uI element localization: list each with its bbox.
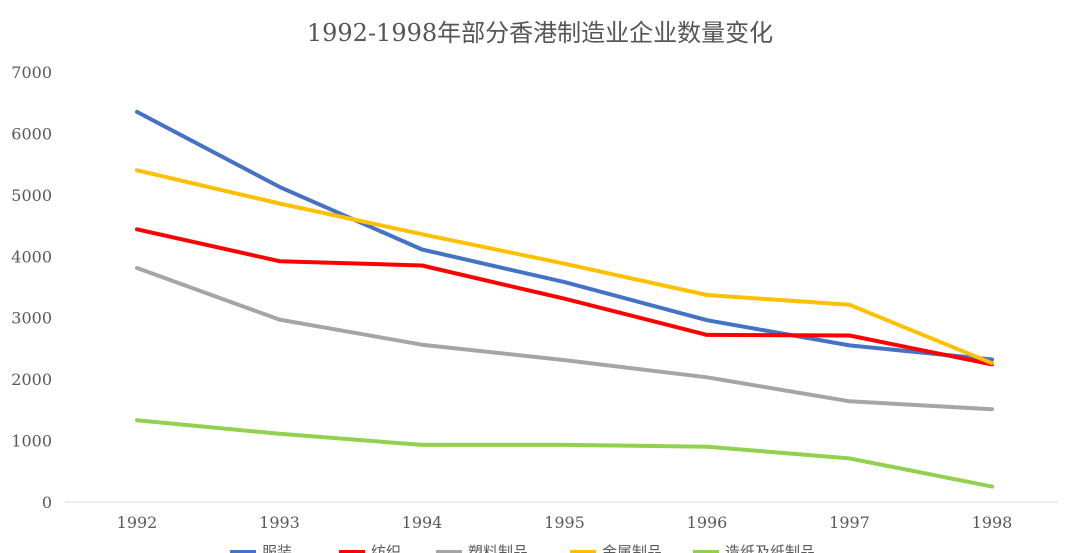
legend-label: 纺织 — [371, 543, 401, 553]
legend: 服装 纺织 塑料制品 金属制品 造纸及纸制品 — [230, 543, 815, 553]
y-tick-label: 3000 — [11, 309, 52, 328]
y-tick-label: 1000 — [11, 432, 52, 451]
y-tick-label: 6000 — [11, 124, 52, 143]
legend-label: 造纸及纸制品 — [725, 543, 815, 553]
legend-label: 服装 — [262, 543, 292, 553]
y-tick-label: 7000 — [11, 63, 52, 82]
series-line — [135, 168, 994, 366]
y-tick-label: 4000 — [11, 247, 52, 266]
series-line — [135, 418, 994, 489]
y-tick-label: 2000 — [11, 370, 52, 389]
legend-label: 金属制品 — [602, 543, 662, 553]
x-tick-label: 1998 — [972, 513, 1013, 532]
x-axis-tick-labels: 1992 1993 1994 1995 1996 1997 1998 — [117, 513, 1013, 532]
y-axis-tick-labels: 0 1000 2000 3000 4000 5000 6000 7000 — [11, 63, 52, 512]
series-line — [135, 266, 994, 412]
y-tick-label: 5000 — [11, 186, 52, 205]
chart-title: 1992-1998年部分香港制造业企业数量变化 — [307, 19, 773, 47]
x-tick-label: 1994 — [402, 513, 443, 532]
x-tick-label: 1995 — [544, 513, 585, 532]
x-tick-label: 1993 — [259, 513, 300, 532]
x-tick-label: 1996 — [687, 513, 728, 532]
series-line — [135, 109, 994, 362]
y-tick-label: 0 — [42, 493, 52, 512]
series-lines — [135, 109, 994, 489]
legend-label: 塑料制品 — [468, 543, 528, 553]
x-tick-label: 1992 — [117, 513, 158, 532]
series-line — [135, 227, 994, 367]
x-tick-label: 1997 — [829, 513, 870, 532]
